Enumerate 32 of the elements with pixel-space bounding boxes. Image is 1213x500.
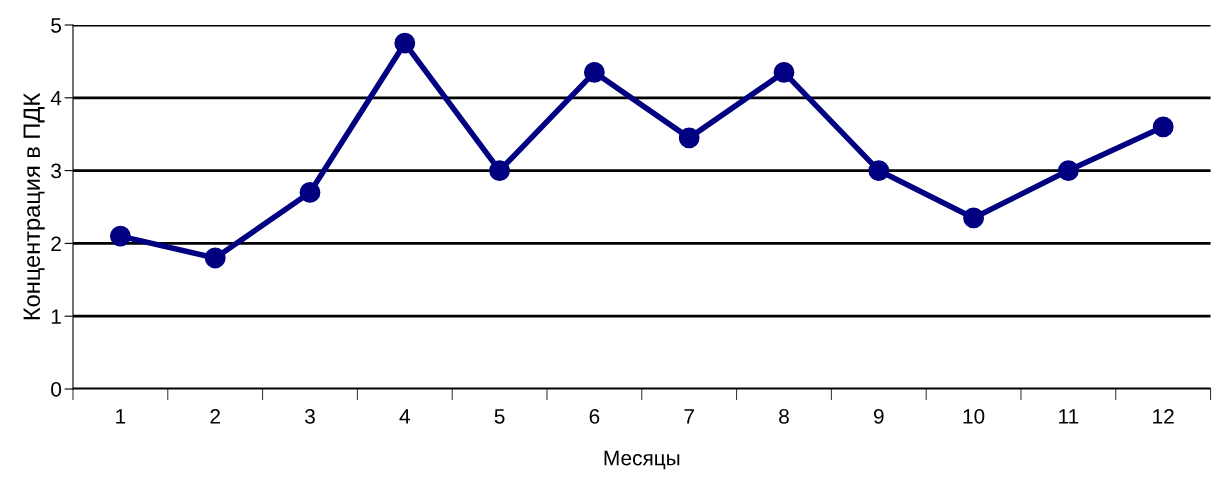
- point: [678, 127, 700, 149]
- point: [1057, 160, 1079, 182]
- y-tick-label: 4: [50, 91, 62, 106]
- point: [204, 247, 226, 269]
- x-tick-label: 9: [873, 408, 884, 424]
- point: [1152, 116, 1174, 138]
- x-tick-label: 4: [399, 409, 410, 424]
- y-axis-title: Концентрация в ПДК: [23, 92, 45, 320]
- point: [394, 32, 416, 54]
- point: [299, 182, 321, 203]
- y-tick-label: 5: [51, 18, 62, 33]
- y-tick-label: 0: [51, 382, 62, 397]
- point: [773, 61, 795, 83]
- y-tick-label: 3: [51, 163, 61, 179]
- point: [489, 160, 511, 182]
- y-tick-label: 1: [51, 309, 61, 324]
- x-axis-title: Месяцы: [604, 450, 680, 470]
- x-tick-label: 8: [779, 408, 789, 424]
- x-tick-label: 5: [494, 409, 505, 424]
- point: [109, 225, 131, 247]
- point: [963, 207, 984, 229]
- x-tick-label: 12: [1153, 408, 1174, 424]
- point: [868, 160, 890, 182]
- x-tick-label: 7: [684, 409, 694, 424]
- x-tick-label: 10: [963, 408, 985, 424]
- point: [583, 61, 605, 83]
- x-tick-label: 3: [305, 408, 315, 424]
- x-tick-label: 2: [210, 408, 220, 424]
- y-tick-label: 2: [51, 236, 61, 251]
- x-tick-label: 11: [1059, 409, 1079, 424]
- x-tick-label: 1: [116, 409, 126, 424]
- x-tick-label: 6: [589, 408, 600, 424]
